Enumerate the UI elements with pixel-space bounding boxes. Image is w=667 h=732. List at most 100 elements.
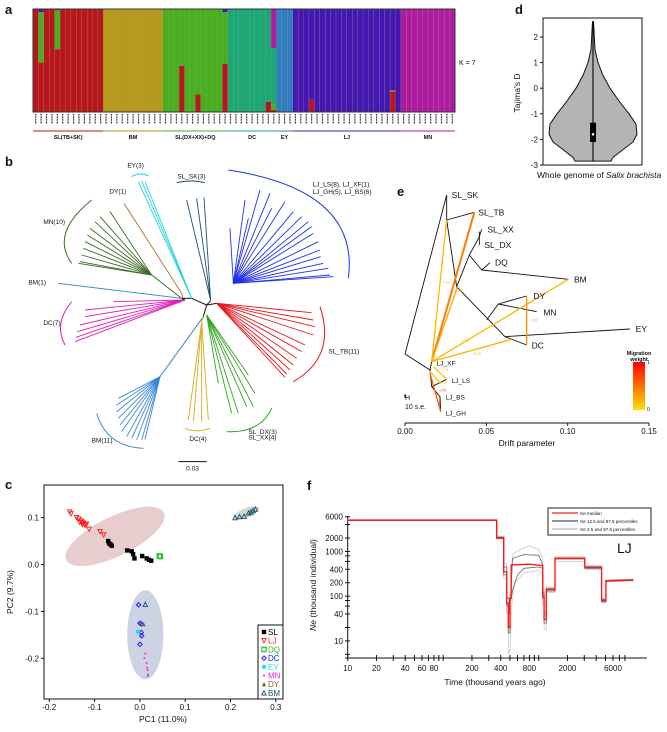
point-sl: [109, 543, 115, 548]
clade-arc: [96, 413, 144, 449]
clade-arc: [176, 180, 206, 184]
admixture-bar-segment: [308, 99, 315, 112]
violin-ylabel: Tajima's D: [512, 74, 522, 113]
point-lj: [73, 514, 80, 521]
admixture-bar-segment: [292, 9, 299, 112]
admixture-bar-segment: [384, 9, 391, 112]
admixture-bar-segment: [233, 9, 239, 112]
admixture-bar-segment: [265, 101, 272, 112]
admixture-bar-segment: [417, 9, 423, 112]
clade-label-2: SL_XX(4): [248, 434, 276, 441]
tree-branch: [201, 316, 204, 322]
admixture-bar-segment: [189, 9, 196, 112]
tree-branch: [206, 300, 212, 306]
admixture-bar-segment: [54, 10, 61, 50]
legend-ne: Ne: [580, 519, 586, 524]
psmc-annotation-lj: LJ: [617, 540, 632, 556]
tree-branch: [89, 227, 152, 276]
tree-branch: [233, 232, 314, 284]
tree-branch: [77, 299, 186, 333]
tree-branch: [144, 376, 161, 440]
migration-weight-label: 0.10: [440, 380, 447, 384]
tree-branch: [456, 254, 470, 287]
point-sl: [125, 548, 130, 553]
tree-branch: [206, 314, 249, 376]
treemix-tree: 0.26 0.19 0.18 0.22 0.37 0.14 0.10 0.58 SL_SK SL_…: [397, 190, 657, 436]
tree-branch: [468, 236, 480, 256]
migration-edge: [429, 373, 442, 412]
pca-xlabel: PC1 (11.0%): [139, 714, 187, 724]
tree-branch: [431, 386, 441, 397]
point-bm: [236, 513, 243, 520]
tree-branch: [232, 211, 294, 284]
group-label: SL(TB+SK): [54, 135, 83, 141]
migration-weight-label: 0.14: [442, 368, 449, 372]
admixture-bar-segment: [184, 9, 190, 112]
clade-label: SL_TB(11): [328, 348, 359, 355]
migration-edge: [430, 212, 476, 362]
migration-legend-max: 1: [647, 360, 650, 366]
x-tick-label: 0.1: [180, 703, 192, 712]
x-tick-label: 400: [494, 664, 508, 673]
tree-branch: [504, 328, 631, 338]
tree-branch: [206, 314, 239, 414]
clade-arc: [131, 173, 149, 178]
legend-marker: [261, 664, 267, 669]
admixture-bar-segment: [146, 9, 153, 112]
y-tick-label: -1: [531, 110, 539, 119]
legend-box: [257, 624, 284, 700]
clade-arc: [63, 199, 92, 264]
tree-branch: [83, 247, 152, 276]
violin-median: [591, 132, 595, 136]
admixture-bar-segment: [206, 9, 212, 112]
admixture-bar-segment: [308, 9, 315, 100]
tree-branch: [202, 304, 208, 317]
group-label: MN: [424, 135, 433, 141]
legend-text: 12.5 and 87.5 percentiles: [586, 519, 639, 524]
tree-branch: [404, 194, 448, 355]
admixture-bar-segment: [168, 9, 174, 112]
migration-weight-label: 0.19: [443, 280, 450, 284]
y-tick-label: 6000: [325, 513, 343, 522]
point-mn: [145, 661, 148, 664]
admixture-bar-segment: [444, 9, 450, 112]
legend-label: SL: [268, 628, 278, 637]
admixture-bar-segment: [211, 9, 217, 112]
legend-label: BM: [268, 689, 280, 698]
y-tick-label: -2: [531, 135, 539, 144]
admixture-bar-segment: [438, 9, 445, 112]
tree-branch: [446, 211, 475, 221]
tree-branch: [187, 321, 203, 421]
admixture-bar-segment: [271, 48, 277, 105]
tree-branch: [481, 269, 569, 280]
y-tick-label: -0.2: [25, 654, 39, 663]
clade-label: DY(1): [109, 188, 126, 195]
admixture-bar-segment: [222, 9, 228, 13]
admixture-bar-segment: [390, 9, 396, 91]
legend-label: Ne 12.5 and 87.5 percentiles: [580, 519, 638, 524]
plot-frame: [43, 484, 284, 700]
admixture-bar-segment: [54, 49, 61, 112]
tree-branch: [144, 181, 193, 299]
admixture-bar-segment: [124, 9, 131, 112]
admixture-bar-segment: [411, 9, 418, 112]
admixture-bar-segment: [173, 9, 180, 112]
y-tick-label: 40: [334, 610, 343, 619]
violin-box: [590, 122, 596, 142]
pca-scatter: -0.2 -0.1 0.0 0.1 0.2 0.3 -0.2 -0.1 0.0 0.1 SLLJDQ…: [25, 484, 284, 712]
clade-label-2: LJ_GH(5), LJ_BS(6): [313, 189, 372, 196]
admixture-bar-segment: [281, 9, 288, 112]
tree-branch: [201, 321, 209, 421]
admixture-frame: [32, 8, 456, 113]
admixture-bar-segment: [395, 9, 401, 112]
tree-branch: [192, 321, 203, 422]
point-sl: [132, 556, 137, 561]
line-p97: [347, 519, 634, 613]
tree-branch: [232, 189, 261, 284]
line-p12: [347, 520, 634, 634]
leaf-label: LJ_GH: [446, 410, 467, 417]
group-label: BM: [129, 135, 138, 141]
group-label: LJ: [344, 135, 350, 141]
migration-legend-min: 0: [647, 407, 650, 413]
